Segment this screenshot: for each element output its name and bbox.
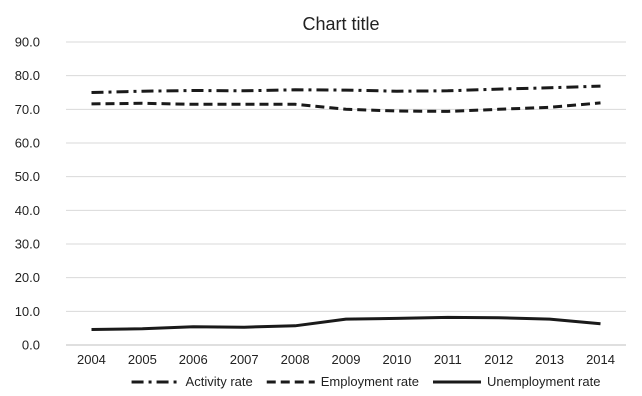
x-tick-label: 2011: [434, 352, 462, 367]
gridlines: [66, 41, 626, 312]
axes: 0.0 10.0 20.0 30.0 40.0 50.0 60.0 70.0 80.0 90.0 2…: [15, 35, 626, 367]
y-tick-label: 0.0: [22, 338, 40, 353]
x-tick-label: 2013: [535, 352, 564, 367]
chart-title: Chart title: [302, 14, 379, 34]
legend: Activity rate Employment rate Unemployment…: [131, 374, 600, 389]
x-tick-label: 2010: [382, 352, 411, 367]
legend-item: Unemployment rate: [433, 374, 600, 389]
legend-label: Unemployment rate: [487, 374, 600, 389]
series-lines: [91, 84, 601, 331]
y-tick-label: 80.0: [15, 68, 40, 83]
y-tick-label: 40.0: [15, 203, 40, 218]
series-line-employment-rate: [91, 101, 601, 113]
y-tick-label: 50.0: [15, 169, 40, 184]
x-tick-label: 2004: [77, 352, 106, 367]
x-tick-label: 2008: [281, 352, 310, 367]
y-tick-label: 60.0: [15, 136, 40, 151]
x-tick-label: 2014: [586, 352, 615, 367]
x-tick-label: 2005: [128, 352, 157, 367]
y-tick-label: 30.0: [15, 237, 40, 252]
y-tick-label: 10.0: [15, 304, 40, 319]
y-tick-label: 90.0: [15, 35, 40, 50]
x-tick-label: 2009: [332, 352, 361, 367]
x-tick-label: 2012: [484, 352, 513, 367]
x-tick-label: 2007: [230, 352, 259, 367]
x-tick-label: 2006: [179, 352, 208, 367]
legend-item: Employment rate: [266, 374, 419, 389]
series-line-activity-rate: [91, 84, 601, 94]
legend-item: Activity rate: [131, 374, 253, 389]
legend-label: Employment rate: [321, 374, 419, 389]
y-tick-label: 70.0: [15, 102, 40, 117]
y-tick-label: 20.0: [15, 270, 40, 285]
legend-label: Activity rate: [186, 374, 253, 389]
series-line-unemployment-rate: [91, 315, 601, 331]
